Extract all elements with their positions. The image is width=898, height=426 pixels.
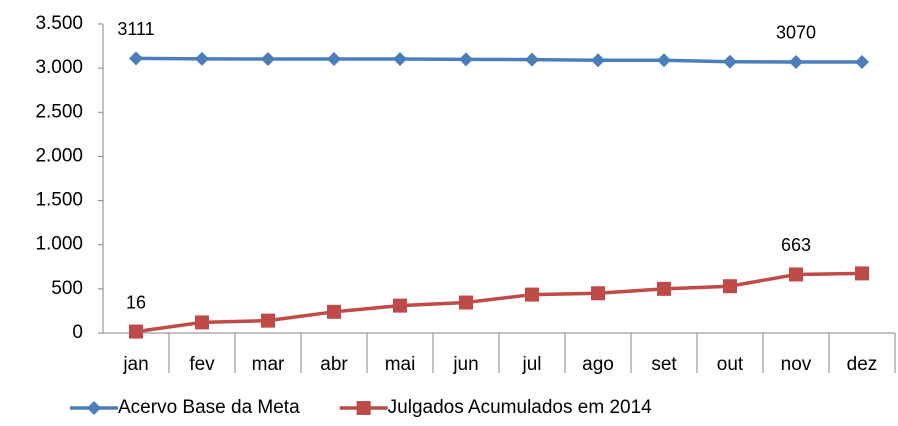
data-point [657, 53, 671, 68]
data-label: 3070 [776, 23, 816, 43]
data-point [657, 281, 671, 296]
data-point [459, 52, 473, 67]
data-point [129, 51, 143, 66]
data-point [591, 286, 605, 301]
data-point [591, 53, 605, 68]
data-point [393, 298, 407, 313]
y-tick-label: 3.500 [35, 13, 83, 34]
data-point [855, 266, 869, 281]
x-tick-label: set [651, 354, 677, 375]
x-tick-label: jun [452, 354, 478, 375]
series-line [135, 271, 863, 334]
x-tick-label: abr [320, 354, 348, 375]
y-tick-label: 1.000 [35, 234, 83, 255]
x-tick-label: nov [781, 354, 812, 375]
x-tick-label: fev [189, 354, 215, 375]
data-point [723, 279, 737, 294]
y-tick-label: 1.500 [35, 190, 83, 211]
data-point [261, 313, 275, 328]
y-tick-label: 500 [51, 278, 83, 299]
series-line [135, 56, 862, 64]
data-point [789, 267, 803, 282]
data-point [393, 52, 407, 67]
x-tick-label: jul [521, 354, 541, 375]
data-point [723, 54, 737, 69]
data-point [129, 324, 143, 339]
x-tick-label: dez [847, 354, 878, 375]
legend-label: Acervo Base da Meta [118, 397, 300, 418]
x-tick-label: out [717, 354, 744, 375]
data-label: 663 [781, 235, 811, 255]
y-tick-label: 3.000 [35, 57, 83, 78]
data-point [855, 54, 869, 69]
data-point [261, 51, 275, 66]
x-tick-label: jan [122, 354, 148, 375]
x-tick-label: ago [582, 354, 614, 375]
data-point [525, 52, 539, 67]
y-tick-label: 2.000 [35, 145, 83, 166]
y-tick-label: 2.500 [35, 101, 83, 122]
y-tick-label: 0 [72, 322, 83, 343]
legend-marker [356, 401, 371, 415]
data-point [195, 315, 209, 330]
data-label: 3111 [117, 19, 154, 39]
data-point [459, 295, 473, 310]
data-point [525, 287, 539, 302]
data-point [327, 52, 341, 67]
data-point [789, 54, 803, 69]
x-tick-label: mai [385, 354, 416, 375]
data-point [195, 51, 209, 66]
legend-marker [87, 401, 101, 415]
data-point [327, 304, 341, 319]
data-label: 16 [126, 292, 146, 312]
x-tick-label: mar [252, 354, 285, 375]
legend-label: Julgados Acumulados em 2014 [388, 397, 652, 418]
